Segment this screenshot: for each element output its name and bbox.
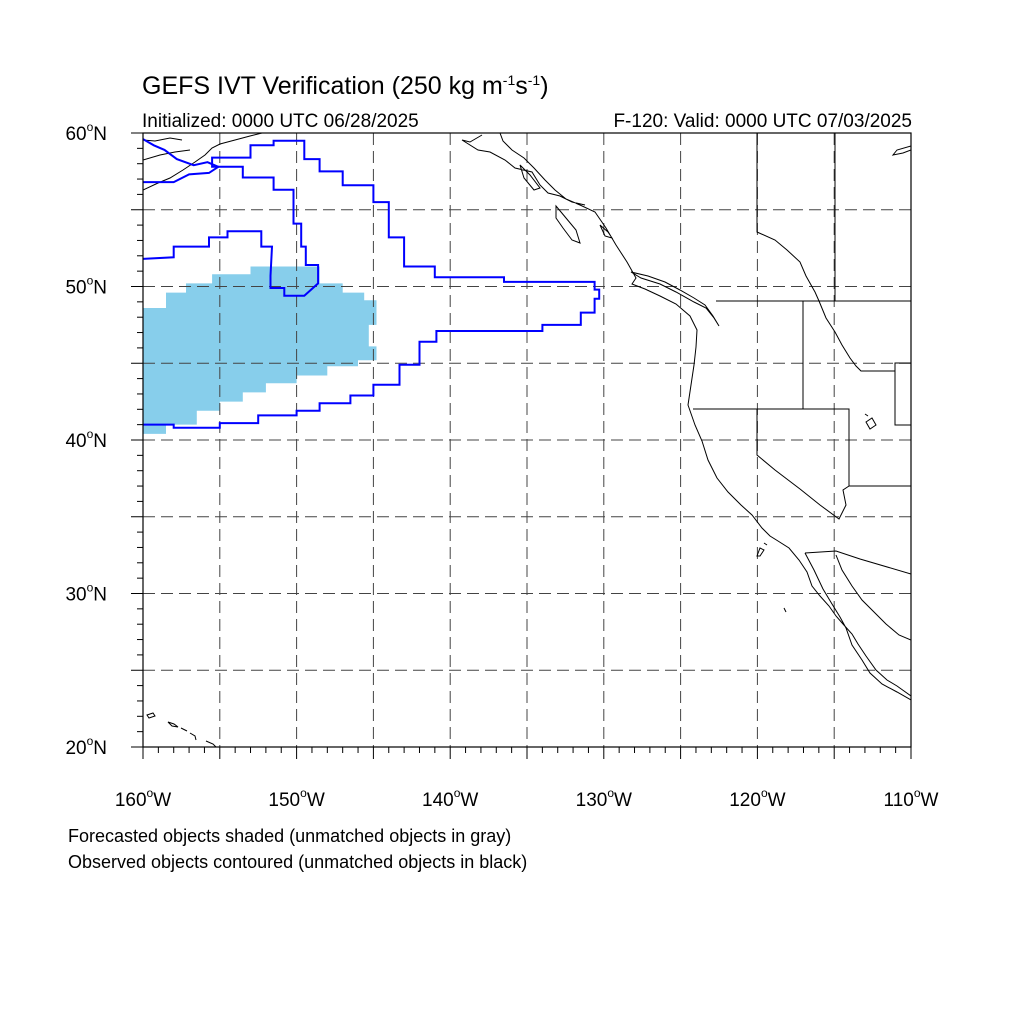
- observed-contour: [143, 139, 601, 429]
- lat-label: 30oN: [65, 581, 107, 606]
- map-title: GEFS IVT Verification (250 kg m-1s-1): [142, 72, 549, 101]
- coastline-geography: [143, 133, 911, 747]
- lon-label: 160oW: [115, 786, 171, 811]
- lon-label: 140oW: [422, 786, 478, 811]
- lat-label: 50oN: [65, 274, 107, 299]
- lon-label: 150oW: [268, 786, 324, 811]
- observed-ivt-contours: [143, 138, 601, 429]
- alaska-peninsula: [143, 133, 263, 191]
- lon-label: 130oW: [576, 786, 632, 811]
- lat-label: 40oN: [65, 427, 107, 452]
- title-mid: s: [515, 72, 528, 100]
- lon-label: 110oW: [884, 786, 939, 811]
- forecast-note: Forecasted objects shaded (unmatched obj…: [68, 826, 512, 846]
- forecast-ivt-object: [143, 266, 377, 434]
- longitude-labels: 160oW 150oW 140oW 130oW 120oW 110oW: [115, 786, 939, 811]
- graticule: [143, 133, 911, 747]
- state-borders: [693, 133, 911, 575]
- lat-label: 60oN: [65, 120, 107, 145]
- initialized-time: Initialized: 0000 UTC 06/28/2025: [142, 111, 419, 132]
- valid-time: F-120: Valid: 0000 UTC 07/03/2025: [613, 111, 912, 132]
- title-exponent-2: -1: [527, 72, 541, 88]
- observed-contour: [143, 138, 221, 184]
- observed-note: Observed objects contoured (unmatched ob…: [68, 852, 528, 872]
- axis-ticks: [131, 132, 912, 759]
- latitude-labels: 60oN 50oN 40oN 30oN 20oN: [65, 120, 107, 759]
- lon-label: 120oW: [729, 786, 785, 811]
- title-end: ): [540, 72, 549, 100]
- title-main: GEFS IVT Verification (250 kg m: [142, 72, 503, 100]
- title-exponent-1: -1: [502, 72, 516, 88]
- hawaii-islands: [146, 712, 217, 747]
- north-america-coastline: [461, 133, 911, 701]
- lat-label: 20oN: [65, 734, 107, 759]
